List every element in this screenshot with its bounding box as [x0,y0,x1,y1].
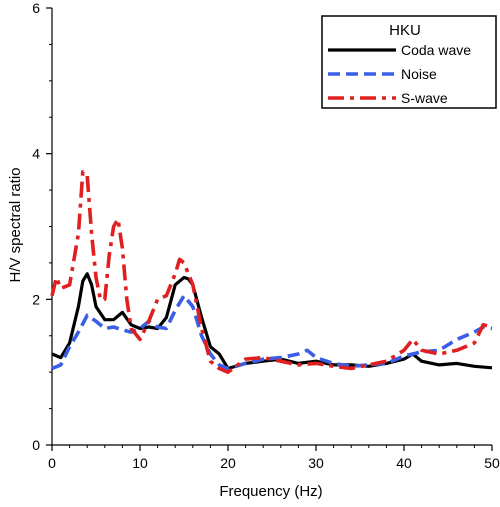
legend-entry-label: Noise [401,66,437,82]
legend-entry-label: S-wave [401,90,448,106]
axes: 0 10 20 30 40 50 0 2 4 6 [32,0,500,471]
x-tick-label: 30 [308,455,324,471]
series-line-s-wave [50,170,493,374]
x-tick-label: 0 [48,455,56,471]
y-tick-label: 2 [32,291,40,307]
x-tick-label: 40 [396,455,412,471]
legend-entries: Coda wave Noise S-wave [328,42,471,106]
x-tick-label: 10 [132,455,148,471]
y-tick-label: 4 [32,146,40,162]
legend-title: HKU [389,22,421,39]
x-tick-label: 50 [484,455,500,471]
series-line-noise [51,293,493,371]
x-tick-label: 20 [220,455,236,471]
legend-box [321,15,497,109]
y-tick-label: 0 [32,437,40,453]
y-tick-label: 6 [32,0,40,16]
legend: HKU Coda wave Noise S-wave [321,15,497,109]
x-axis-label: Frequency (Hz) [219,483,322,500]
legend-entry-label: Coda wave [401,42,471,58]
series-line-coda-wave [51,272,493,371]
series-lines [50,170,493,374]
y-axis-label: H/V spectral ratio [7,167,24,282]
